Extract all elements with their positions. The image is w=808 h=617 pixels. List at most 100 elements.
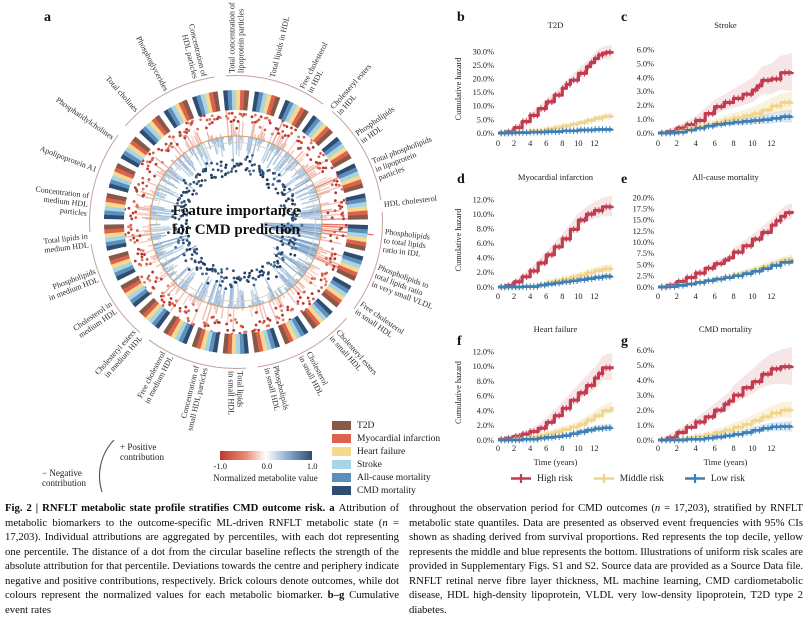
attribution-bar-negative	[266, 285, 275, 300]
outcome-brick	[277, 324, 290, 345]
y-tick-label: 6.0%	[477, 392, 494, 401]
attribution-bar-negative	[302, 216, 322, 220]
attribution-bar-positive	[317, 185, 342, 195]
attribution-bar-positive	[182, 294, 191, 305]
attribution-dot-negative	[214, 176, 217, 179]
censor-mark	[593, 207, 598, 214]
censor-mark	[582, 276, 587, 283]
censor-mark	[782, 69, 787, 76]
censor-mark	[604, 273, 609, 280]
outcome-brick	[231, 90, 237, 111]
attribution-bar-positive	[251, 124, 256, 138]
attribution-bar-negative	[154, 194, 166, 200]
censor-mark	[513, 129, 518, 136]
y-tick-label: 8.0%	[477, 377, 494, 386]
outcome-brick	[337, 265, 358, 278]
biomarker-label: Total phospholipidsin lipoproteinparticl…	[371, 135, 440, 183]
attribution-bar-negative	[259, 299, 262, 305]
attribution-dot-positive	[173, 304, 177, 307]
attribution-dot-negative	[245, 279, 249, 282]
attribution-dot-positive	[178, 131, 182, 134]
censor-mark	[604, 364, 609, 372]
censor-mark	[698, 418, 703, 426]
attribution-bar-negative	[221, 290, 226, 308]
censor-mark	[710, 435, 715, 442]
y-tick-label: 5.0%	[637, 60, 654, 69]
outcome-brick	[259, 92, 268, 114]
censor-mark	[740, 424, 745, 431]
outcome-brick	[281, 101, 294, 122]
attribution-dot-positive	[321, 166, 325, 170]
attribution-bar-positive	[276, 297, 282, 306]
attribution-dot-negative	[184, 203, 187, 207]
censor-mark	[774, 75, 779, 83]
attribution-bar-negative	[194, 145, 208, 168]
panel-a-circular-chart: Total concentration oflipoprotein partic…	[35, 2, 440, 432]
censor-mark	[744, 270, 749, 277]
attribution-bar-positive	[193, 130, 201, 145]
outcome-brick	[174, 103, 188, 123]
attribution-dot-negative	[211, 267, 214, 271]
attribution-dot-positive	[281, 318, 285, 322]
attribution-dot-positive	[302, 135, 306, 139]
attribution-dot-positive	[140, 258, 144, 262]
censor-mark	[748, 90, 753, 98]
censor-mark	[502, 129, 507, 137]
attribution-dot-positive	[140, 255, 144, 259]
attribution-dot-negative	[195, 182, 199, 186]
attribution-bar-negative	[294, 248, 315, 259]
attribution-dot-positive	[324, 257, 328, 260]
attribution-bar-negative	[156, 250, 167, 256]
attribution-bar-negative	[272, 265, 292, 289]
attribution-bar-positive	[268, 301, 279, 324]
attribution-dot-positive	[187, 129, 191, 132]
attribution-dot-negative	[210, 161, 213, 165]
x-tick-label: 4	[528, 292, 533, 301]
censor-mark	[706, 277, 711, 284]
outcome-brick	[347, 224, 368, 230]
attribution-dot-negative	[180, 224, 183, 228]
attribution-bar-positive	[294, 150, 304, 161]
attribution-dot-negative	[281, 258, 285, 262]
attribution-bar-positive	[268, 128, 276, 143]
attribution-bar-positive	[259, 131, 264, 140]
attribution-bar-negative	[284, 159, 297, 172]
attribution-bar-positive	[308, 266, 314, 271]
attribution-dot-negative	[230, 170, 233, 173]
attribution-dot-positive	[279, 304, 283, 308]
attribution-dot-positive	[253, 113, 257, 117]
attribution-dot-positive	[316, 161, 320, 165]
chart-title: T2D	[548, 20, 564, 30]
attribution-bar-positive	[138, 212, 151, 215]
censor-mark	[787, 69, 792, 76]
attribution-bar-negative	[289, 257, 308, 271]
attribution-bar-positive	[175, 286, 181, 292]
outcome-brick	[223, 90, 229, 111]
y-tick-label: 4.0%	[477, 406, 494, 415]
panel-a-center-title: for CMD prediction	[172, 222, 300, 238]
attribution-bar-negative	[158, 251, 174, 260]
confidence-band	[658, 203, 793, 287]
censor-mark	[693, 418, 698, 426]
attribution-dot-positive	[329, 260, 332, 264]
censor-mark	[557, 128, 562, 135]
attribution-bar-positive	[289, 288, 296, 295]
outcome-brick	[163, 109, 178, 129]
attribution-bar-negative	[169, 166, 174, 170]
outcome-brick	[315, 129, 333, 147]
censor-mark	[549, 419, 554, 426]
attribution-bar-negative	[150, 215, 175, 219]
censor-mark	[782, 363, 787, 370]
censor-mark	[589, 59, 594, 66]
attribution-dot-positive	[322, 153, 325, 157]
attribution-dot-negative	[250, 269, 254, 273]
outcome-swatch	[332, 447, 351, 456]
censor-mark	[593, 412, 598, 419]
censor-mark	[685, 127, 690, 134]
attribution-bar-positive	[241, 121, 244, 137]
outcome-legend-item: All-cause mortality	[332, 471, 457, 484]
censor-mark	[546, 98, 551, 106]
inner-baseline-circle	[156, 142, 316, 302]
censor-mark	[676, 429, 681, 436]
y-tick-label: 10.0%	[473, 102, 495, 111]
